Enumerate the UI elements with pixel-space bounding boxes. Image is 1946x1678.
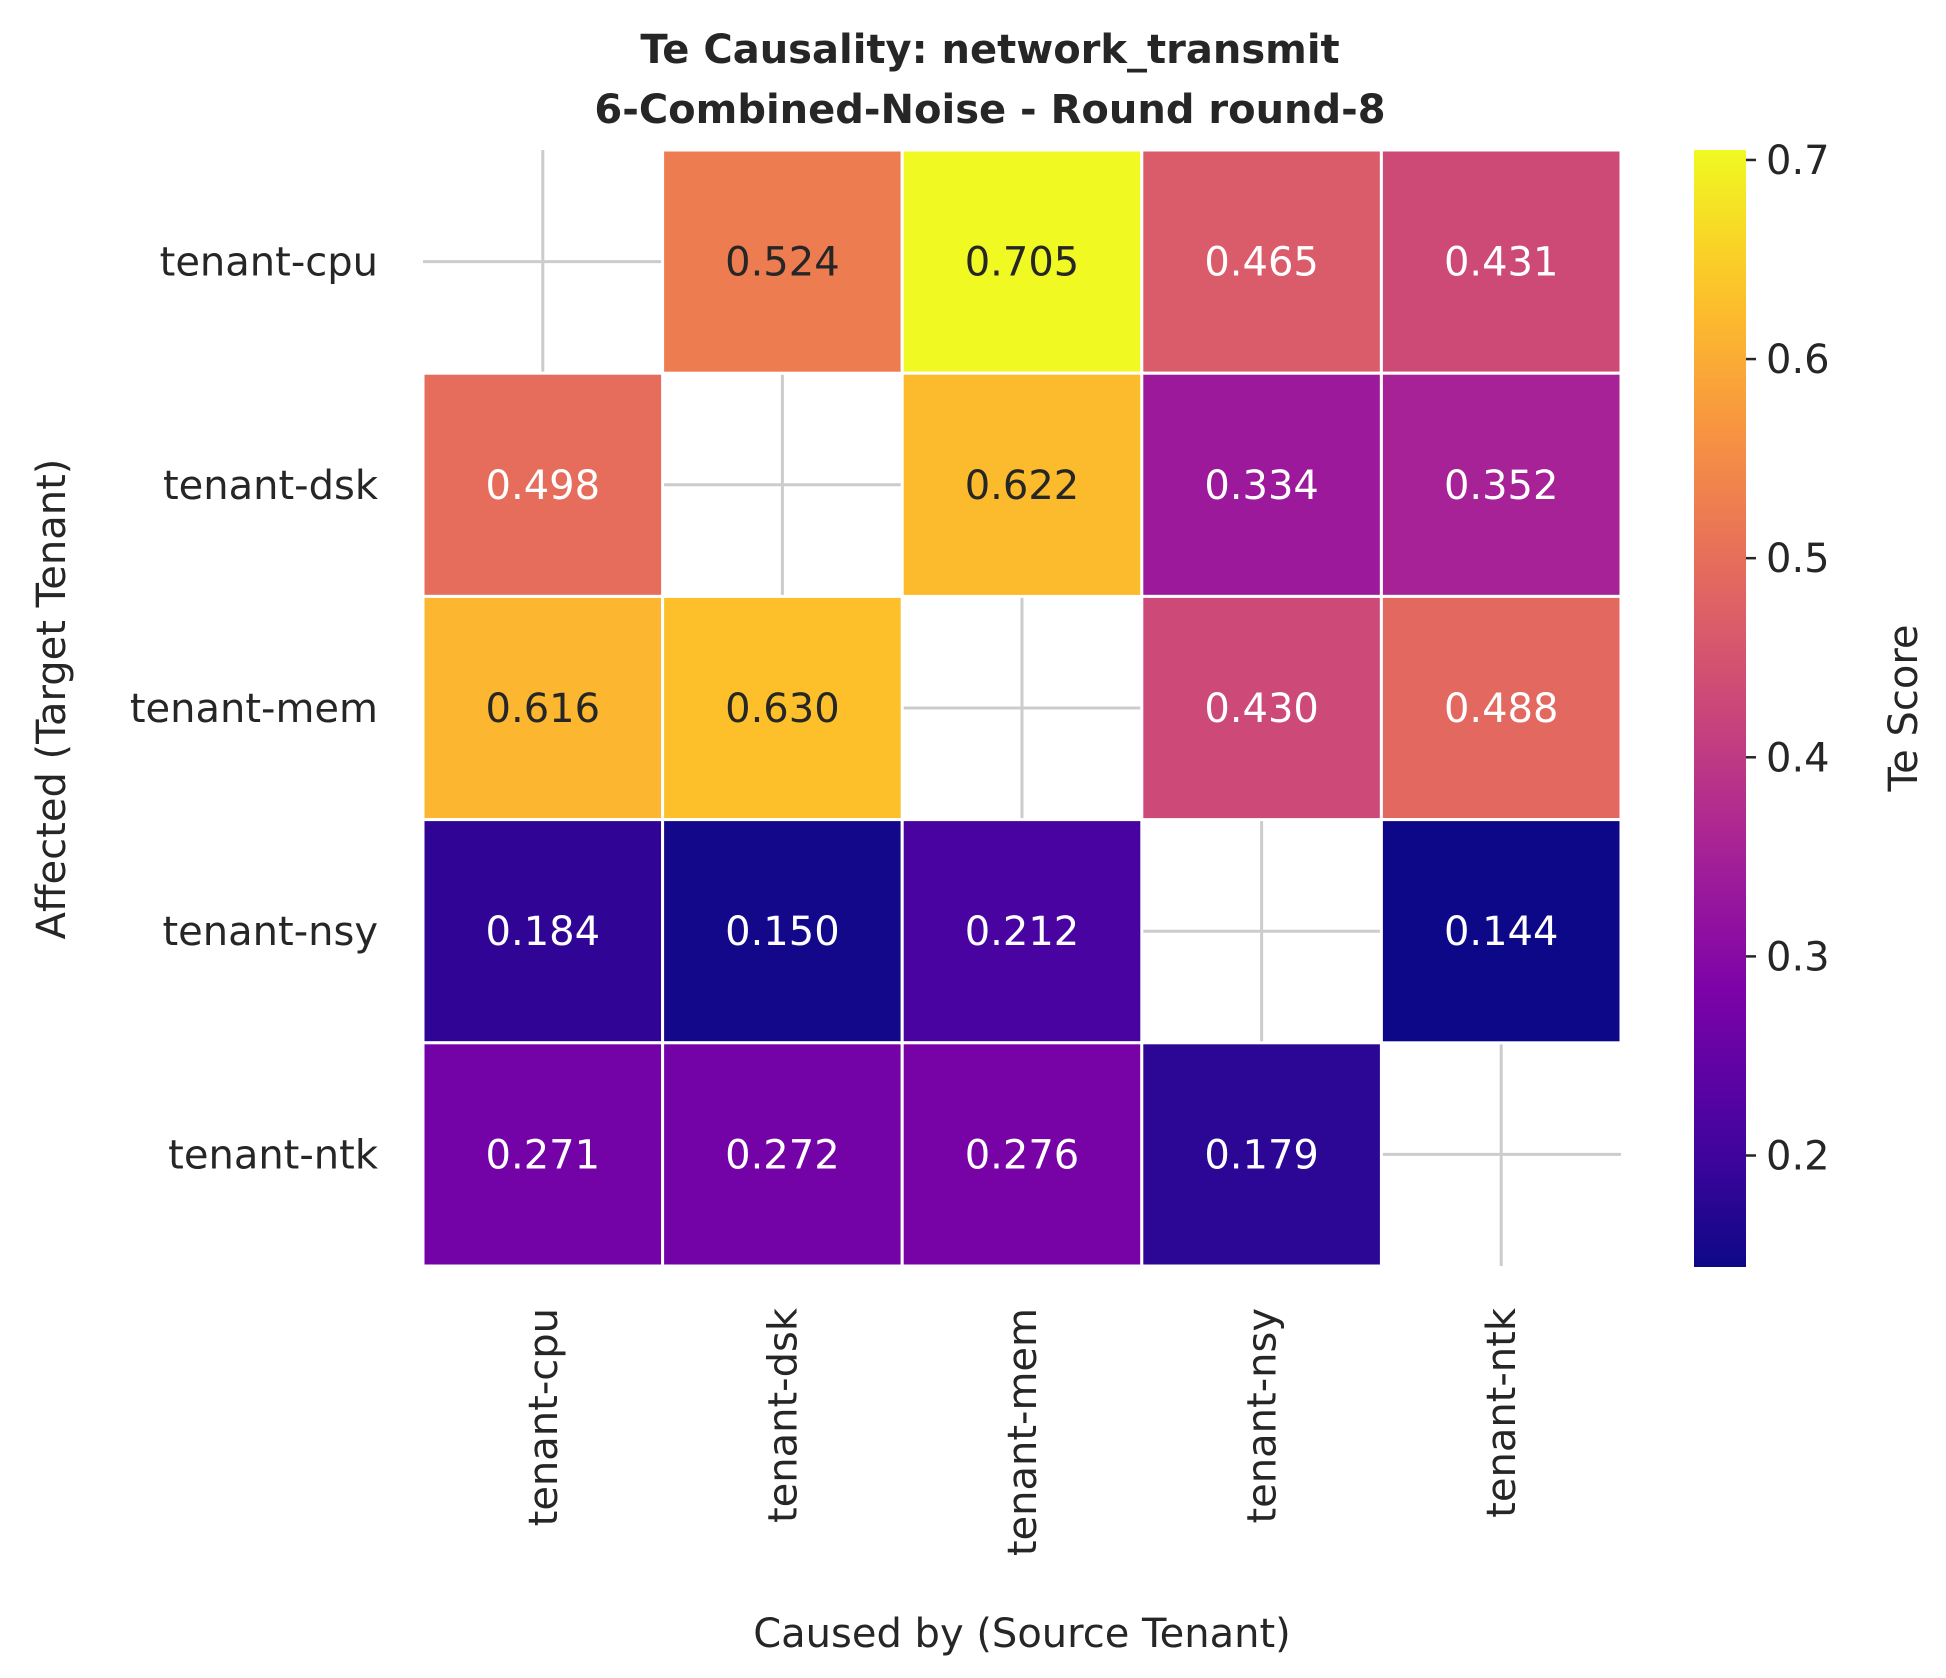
heatmap-cell xyxy=(1140,1041,1383,1268)
heatmap-cell xyxy=(421,594,665,822)
cell-value-label: 0.488 xyxy=(1444,686,1559,732)
chart-title-line2: 6-Combined-Noise - Round round-8 xyxy=(594,87,1385,133)
heatmap-cell xyxy=(900,371,1144,598)
y-axis-label: Affected (Target Tenant) xyxy=(29,459,75,940)
cell-value-label: 0.352 xyxy=(1444,463,1559,509)
chart-title-line1: Te Causality: network_transmit xyxy=(640,27,1339,73)
cell-value-label: 0.430 xyxy=(1204,686,1319,732)
heatmap-cell xyxy=(661,818,904,1045)
cell-value-label: 0.705 xyxy=(965,240,1080,286)
cell-value-label: 0.524 xyxy=(725,240,840,286)
cell-value-label: 0.179 xyxy=(1204,1132,1319,1178)
cell-value-label: 0.150 xyxy=(725,909,840,955)
heatmap-cell xyxy=(1140,371,1383,598)
cell-value-label: 0.144 xyxy=(1444,909,1559,955)
cell-value-label: 0.334 xyxy=(1204,463,1319,509)
colorbar-tick-label: 0.3 xyxy=(1766,934,1830,980)
colorbar-ticks: 0.2 0.3 0.4 0.5 0.6 0.7 xyxy=(1746,138,1830,1179)
heatmap-cell xyxy=(1379,371,1623,598)
colorbar-tick-label: 0.4 xyxy=(1766,735,1830,781)
cell-value-label: 0.630 xyxy=(725,686,840,732)
x-tick-label: tenant-cpu xyxy=(521,1308,567,1526)
x-axis-label: Caused by (Source Tenant) xyxy=(753,1611,1291,1657)
x-tick-label: tenant-ntk xyxy=(1479,1307,1525,1518)
heatmap-cell xyxy=(1140,594,1383,822)
colorbar-tick-label: 0.7 xyxy=(1766,138,1830,184)
y-tick-label: tenant-mem xyxy=(130,686,378,732)
heatmap-cell xyxy=(1379,818,1623,1045)
heatmap-cell xyxy=(421,1041,665,1268)
cell-value-label: 0.272 xyxy=(725,1132,840,1178)
colorbar-tick-label: 0.2 xyxy=(1766,1133,1830,1179)
y-tick-labels: tenant-cpu tenant-dsk tenant-mem tenant-nsy… xyxy=(130,240,379,1179)
cell-value-labels: 0.524 0.705 0.465 0.431 0.498 0.622 0.334 0.352… xyxy=(486,240,1559,1179)
y-tick-label: tenant-ntk xyxy=(168,1132,379,1178)
y-tick-label: tenant-dsk xyxy=(163,463,379,509)
colorbar xyxy=(1694,150,1746,1267)
heatmap-cell xyxy=(1379,594,1623,822)
cell-value-label: 0.616 xyxy=(486,686,601,732)
y-tick-label: tenant-nsy xyxy=(163,909,379,955)
x-tick-label: tenant-mem xyxy=(1000,1308,1046,1556)
x-tick-label: tenant-dsk xyxy=(760,1307,806,1523)
x-tick-label: tenant-nsy xyxy=(1240,1308,1286,1524)
cell-value-label: 0.431 xyxy=(1444,240,1559,286)
cell-value-label: 0.276 xyxy=(965,1132,1080,1178)
heatmap-cell xyxy=(900,148,1144,375)
colorbar-tick-label: 0.5 xyxy=(1766,536,1830,582)
x-tick-labels: tenant-cpu tenant-dsk tenant-mem tenant-nsy… xyxy=(521,1307,1525,1556)
heatmap-cell xyxy=(661,594,904,822)
cell-value-label: 0.184 xyxy=(486,909,601,955)
heatmap-cell xyxy=(421,371,665,598)
colorbar-label: Te Score xyxy=(1881,625,1927,793)
cell-value-label: 0.498 xyxy=(486,463,601,509)
heatmap-cell xyxy=(900,818,1144,1045)
heatmap-cell xyxy=(421,818,665,1045)
heatmap-cell xyxy=(661,1041,904,1268)
cell-value-label: 0.465 xyxy=(1204,240,1319,286)
cell-value-label: 0.212 xyxy=(965,909,1080,955)
cell-value-label: 0.271 xyxy=(486,1132,601,1178)
heatmap-cells xyxy=(421,148,1623,1268)
cell-value-label: 0.622 xyxy=(965,463,1080,509)
heatmap-cell xyxy=(1379,148,1623,375)
colorbar-tick-label: 0.6 xyxy=(1766,337,1830,383)
heatmap-cell xyxy=(900,1041,1144,1268)
y-tick-label: tenant-cpu xyxy=(160,240,378,286)
